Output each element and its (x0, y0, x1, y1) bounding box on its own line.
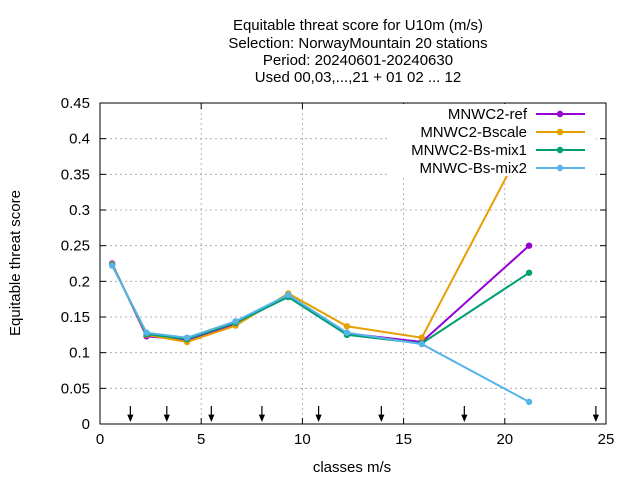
y-tick-label: 0.1 (69, 345, 90, 362)
legend-label: MNWC2-Bscale (420, 124, 527, 141)
x-axis-label: classes m/s (313, 459, 391, 476)
class-arrow (461, 406, 468, 423)
y-tick-label: 0.25 (61, 238, 90, 255)
y-tick-label: 0.35 (61, 166, 90, 183)
legend-label: MNWC-Bs-mix2 (420, 160, 527, 177)
class-arrows (127, 406, 599, 423)
data-point (525, 242, 533, 249)
legend-label: MNWC2-Bs-mix1 (411, 142, 527, 159)
y-tick-label: 0.05 (61, 380, 90, 397)
y-tick-label: 0.3 (69, 202, 90, 219)
class-arrow (163, 406, 170, 423)
legend-item: MNWC2-Bs-mix1 (411, 142, 585, 159)
chart-title: Equitable threat score for U10m (m/s) Se… (228, 17, 487, 86)
legend-marker (556, 164, 564, 172)
x-tick-label: 0 (96, 431, 104, 448)
class-arrow (127, 406, 134, 423)
data-point (183, 334, 191, 341)
series (108, 130, 533, 406)
y-tick-label: 0.4 (69, 131, 90, 148)
data-point (108, 262, 116, 269)
y-tick-label: 0.2 (69, 273, 90, 290)
x-tick-label: 20 (496, 431, 513, 448)
series-line (111, 264, 530, 345)
legend-item: MNWC2-Bscale (420, 124, 585, 141)
data-point (418, 340, 426, 348)
legend-item: MNWC2-ref (448, 106, 585, 123)
series-4 (108, 262, 533, 406)
class-arrow (378, 406, 385, 423)
y-tick-label: 0.15 (61, 309, 90, 326)
data-point (525, 398, 533, 406)
title-line-2: Selection: NorwayMountain 20 stations (228, 35, 487, 52)
class-arrow (315, 406, 322, 423)
x-tick-label: 5 (197, 431, 205, 448)
plot-frame (99, 102, 607, 425)
data-point (343, 323, 351, 330)
legend-marker (556, 110, 564, 118)
x-tick-label: 15 (395, 431, 412, 448)
data-point (418, 334, 426, 341)
data-point (343, 329, 351, 336)
series-line (111, 244, 530, 344)
legend-item: MNWC-Bs-mix2 (420, 160, 585, 177)
series-1 (108, 242, 533, 346)
class-arrow (258, 406, 266, 423)
data-point (232, 318, 239, 325)
title-line-4: Used 00,03,...,21 + 01 02 ... 12 (255, 69, 461, 86)
legend-marker (556, 146, 564, 154)
x-tick-label: 25 (598, 431, 615, 448)
title-line-3: Period: 20240601-20240630 (263, 52, 453, 69)
legend: MNWC2-refMNWC2-BscaleMNWC2-Bs-mix1MNWC-B… (388, 104, 596, 177)
series-line (111, 265, 530, 403)
data-point (143, 329, 150, 336)
class-arrow (592, 406, 599, 423)
data-point (285, 291, 292, 299)
title-line-1: Equitable threat score for U10m (m/s) (233, 17, 483, 34)
axis-ticks: 0 0.05 0.1 0.15 0.2 0.25 0.3 0.35 0.4 0.45 0 5 10 15 2… (61, 95, 615, 448)
legend-marker (556, 128, 564, 136)
legend-label: MNWC2-ref (448, 106, 528, 123)
x-tick-label: 10 (294, 431, 311, 448)
class-arrow (208, 406, 215, 423)
y-tick-label: 0.45 (61, 95, 90, 112)
data-point (525, 269, 533, 276)
series-3 (108, 261, 533, 347)
y-tick-label: 0 (82, 416, 90, 433)
y-axis-label: Equitable threat score (7, 190, 24, 336)
